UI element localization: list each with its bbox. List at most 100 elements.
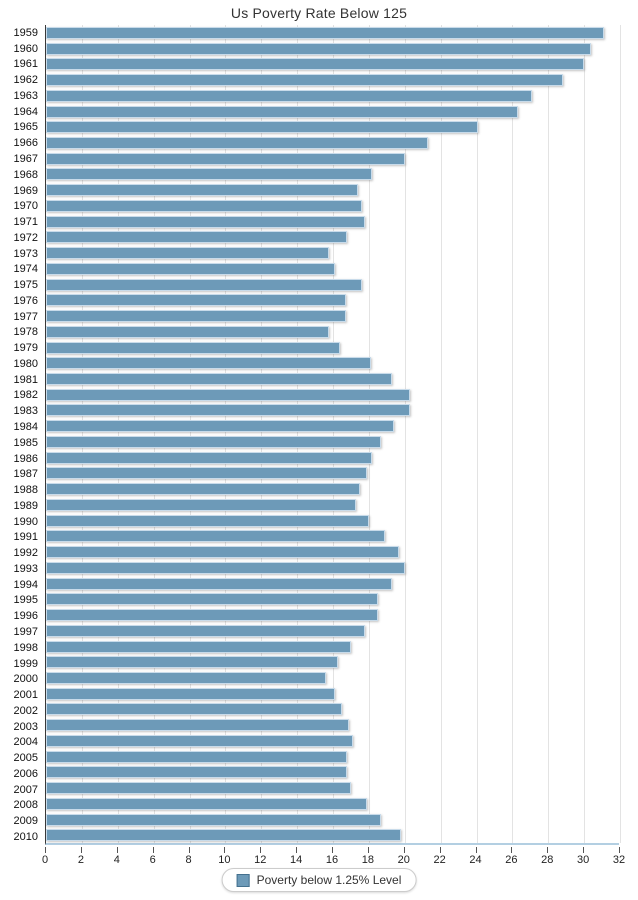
year-label: 1977 <box>13 310 38 323</box>
bar <box>46 420 394 433</box>
tick-mark <box>332 847 333 853</box>
tick-label: 8 <box>185 854 192 866</box>
chart-title: Us Poverty Rate Below 125 <box>230 5 408 21</box>
bar-row <box>46 733 619 749</box>
bar-row <box>46 340 619 356</box>
gridline <box>584 25 586 843</box>
tick-mark <box>116 847 118 853</box>
year-label: 1961 <box>13 58 38 71</box>
year-label: 2008 <box>13 799 38 812</box>
bar <box>46 797 368 810</box>
bar-row <box>46 355 619 371</box>
bar <box>46 671 326 684</box>
bar-row <box>46 308 619 324</box>
bar-row <box>46 292 619 308</box>
year-label: 1960 <box>13 42 38 55</box>
year-label: 1969 <box>13 184 38 197</box>
tick-mark <box>403 847 405 853</box>
tick-mark <box>439 847 441 853</box>
bar-row <box>46 686 619 702</box>
year-label: 1991 <box>13 531 38 544</box>
tick-mark <box>583 847 585 853</box>
year-label: 1989 <box>13 499 38 512</box>
bar-row <box>46 371 619 387</box>
bar <box>46 577 393 590</box>
bar-row <box>46 623 619 639</box>
bar-row <box>46 230 619 246</box>
year-label: 1994 <box>13 578 38 591</box>
bar <box>46 168 373 181</box>
bar <box>46 294 346 307</box>
tick-mark <box>367 847 369 853</box>
year-label: 1981 <box>13 373 38 386</box>
tick-label: 16 <box>325 854 339 866</box>
tick-mark <box>296 847 298 853</box>
bar-row <box>46 529 619 545</box>
year-label: 1975 <box>13 279 38 292</box>
year-label: 1993 <box>13 562 38 575</box>
bar-row <box>46 639 619 655</box>
bar-rows <box>46 25 619 843</box>
bar-row <box>46 560 619 576</box>
bar-row <box>46 119 619 135</box>
tick-label: 28 <box>541 854 554 866</box>
bar-row <box>46 513 619 529</box>
year-label: 1967 <box>13 153 38 165</box>
bar <box>46 373 393 386</box>
tick-mark <box>511 847 513 853</box>
bar-row <box>46 214 619 230</box>
year-label: 1962 <box>13 74 38 87</box>
year-label: 2009 <box>13 815 38 828</box>
bar-row <box>46 72 619 88</box>
bar-row <box>46 654 619 670</box>
year-label: 1988 <box>13 484 38 497</box>
bar-row <box>46 198 619 214</box>
bar-row <box>46 670 619 686</box>
tick-label: 6 <box>149 854 156 866</box>
tick-mark <box>188 847 190 853</box>
y-axis-year-labels: 1959 1960 1961 1962 1963 1964 1965 1966 1967 1968… <box>0 25 40 845</box>
tick-label: 30 <box>577 854 590 866</box>
tick-mark <box>80 847 82 853</box>
year-label: 2006 <box>13 767 38 780</box>
bar-row <box>46 450 619 466</box>
year-label: 1998 <box>13 641 38 654</box>
plot-area <box>45 25 621 845</box>
gridline <box>117 25 119 843</box>
bar-row <box>46 245 619 261</box>
bar <box>46 656 339 669</box>
bar-row <box>46 403 619 419</box>
bar-row <box>46 261 619 277</box>
tick-mark <box>224 847 226 853</box>
tick-label: 20 <box>397 854 410 866</box>
year-label: 2010 <box>13 830 38 843</box>
bar-row <box>46 607 619 623</box>
bar <box>46 278 362 291</box>
bar <box>46 703 342 716</box>
year-label: 1983 <box>13 405 38 418</box>
year-label: 1966 <box>13 137 38 150</box>
year-label: 1959 <box>13 26 38 39</box>
year-label: 1982 <box>13 389 38 402</box>
gridline <box>189 25 191 843</box>
bar-row <box>46 182 619 198</box>
gridline <box>512 25 514 843</box>
x-axis: 0 2 4 6 8 10 12 14 16 18 20 22 24 26 28 30 32 <box>42 847 625 869</box>
bar <box>46 121 479 134</box>
legend-label: Poverty below 1.25% Level <box>256 873 402 887</box>
bar <box>46 184 359 197</box>
year-label: 1997 <box>13 625 38 638</box>
bar-row <box>46 277 619 293</box>
tick-label: 14 <box>290 854 303 866</box>
gridline <box>368 25 370 843</box>
year-label: 1964 <box>13 105 38 118</box>
bar <box>46 137 429 149</box>
year-label: 1992 <box>13 547 38 560</box>
bar-row <box>46 749 619 765</box>
bar-row <box>46 41 619 57</box>
bar-row <box>46 812 619 828</box>
tick-label: 10 <box>218 854 231 866</box>
bar <box>46 58 585 71</box>
tick-label: 12 <box>254 854 267 866</box>
bar-row <box>46 591 619 607</box>
